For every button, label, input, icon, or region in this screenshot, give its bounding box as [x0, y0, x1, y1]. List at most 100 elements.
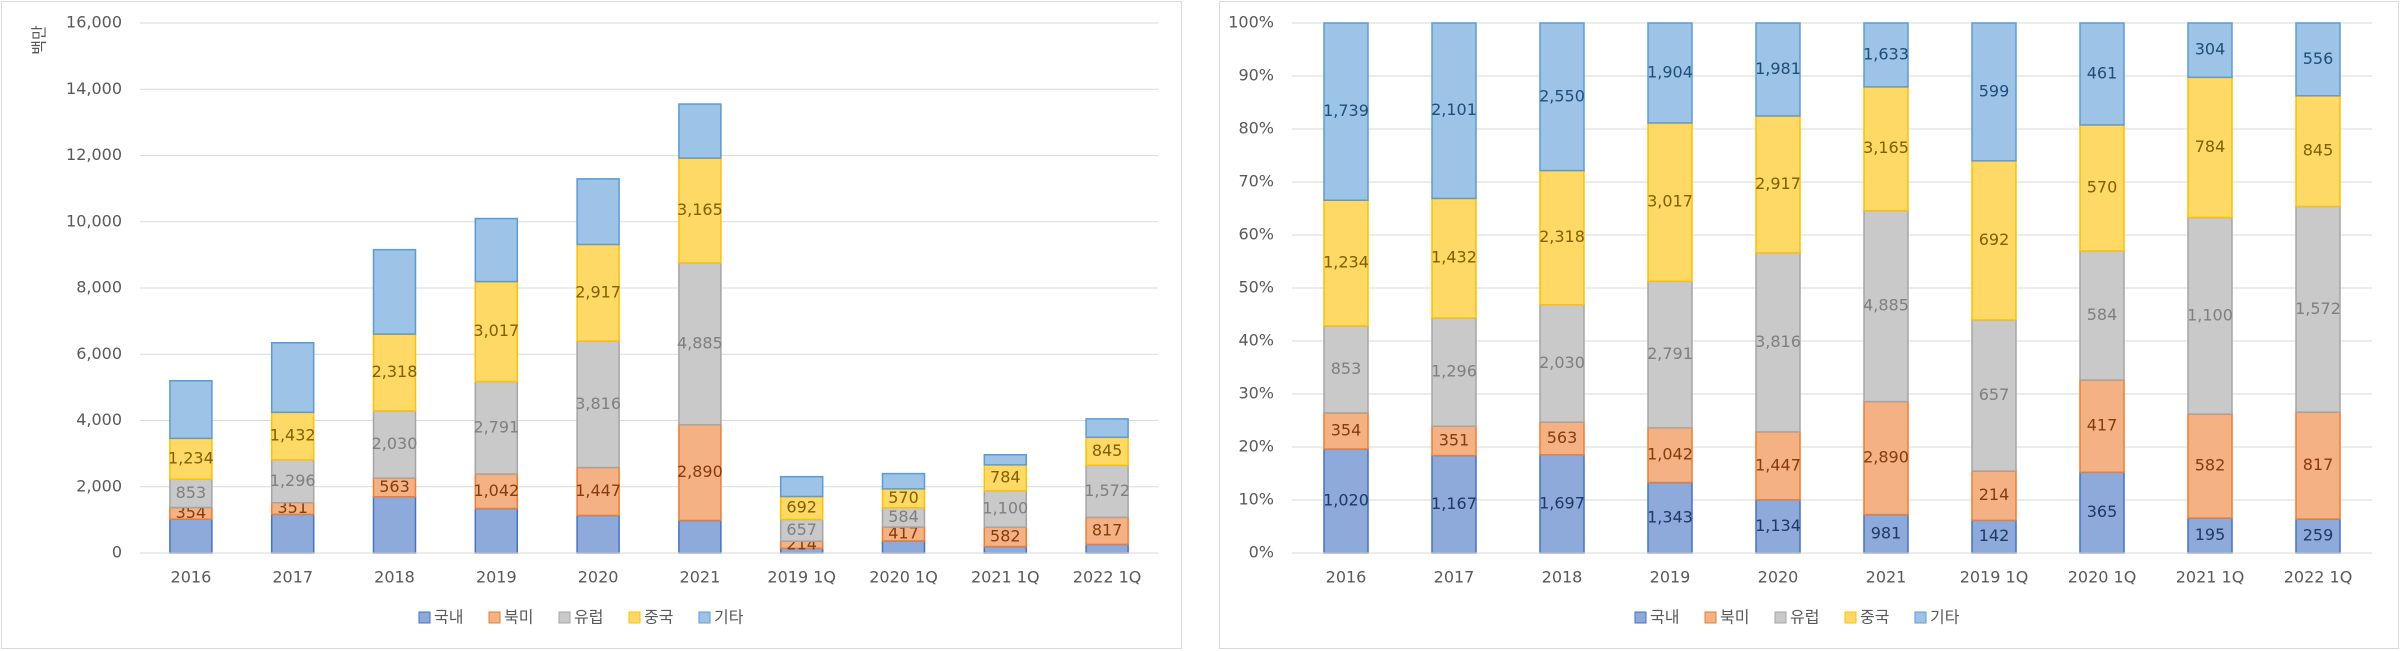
data-label: 214 — [1979, 485, 2010, 504]
legend-swatch — [698, 611, 711, 624]
bar-segment — [1647, 280, 1693, 429]
y-tick-label: 12,000 — [66, 145, 122, 164]
bar-segment — [474, 507, 519, 554]
bar-segment — [1647, 122, 1693, 283]
data-label: 1,296 — [270, 471, 316, 490]
data-label: 2,917 — [575, 282, 621, 301]
data-label: 1,432 — [270, 426, 316, 445]
bar-segment — [1755, 115, 1801, 254]
x-tick-label: 2019 1Q — [767, 568, 836, 587]
x-tick-label: 2018 — [374, 568, 415, 587]
data-label: 556 — [2303, 49, 2334, 68]
data-label: 563 — [379, 477, 410, 496]
bar-segment — [2295, 411, 2341, 520]
bar-segment — [2295, 518, 2341, 554]
data-label: 981 — [1871, 523, 1902, 542]
data-label: 1,633 — [1863, 44, 1909, 63]
bar-segment — [169, 518, 213, 554]
data-label: 3,017 — [1647, 192, 1693, 211]
bar-segment — [1323, 325, 1369, 414]
legend-swatch — [1844, 611, 1857, 624]
data-label: 1,447 — [1755, 455, 1801, 474]
data-label: 259 — [2303, 526, 2334, 545]
legend-label: 유럽 — [574, 608, 603, 627]
legend-label: 중국 — [644, 608, 673, 627]
y-tick-label: 16,000 — [66, 13, 122, 32]
data-label: 2,318 — [372, 362, 418, 381]
data-label: 563 — [1547, 428, 1578, 447]
data-label: 1,234 — [168, 448, 214, 467]
bar-segment — [1431, 22, 1477, 200]
data-label: 3,017 — [473, 321, 519, 340]
bar-segment — [372, 496, 417, 554]
data-label: 1,134 — [1755, 516, 1801, 535]
legend-swatch — [1634, 611, 1647, 624]
data-label: 1,100 — [982, 499, 1028, 518]
y-tick-label: 70% — [1238, 172, 1274, 191]
data-label: 1,572 — [2295, 299, 2341, 318]
data-label: 784 — [990, 467, 1021, 486]
bar-segment — [2079, 250, 2125, 381]
data-label: 1,296 — [1431, 362, 1477, 381]
bar-segment — [1323, 412, 1369, 450]
bar-segment — [881, 540, 926, 554]
bar-segment — [270, 513, 315, 554]
bar-segment — [1971, 319, 2017, 472]
legend-label: 유럽 — [1790, 608, 1819, 627]
data-label: 599 — [1979, 81, 2010, 100]
data-label: 2,890 — [1863, 448, 1909, 467]
bar-segment — [474, 217, 519, 283]
data-label: 582 — [990, 526, 1021, 545]
data-label: 2,791 — [1647, 344, 1693, 363]
data-label: 1,697 — [1539, 493, 1585, 512]
data-label: 845 — [1092, 441, 1123, 460]
bar-segment — [1755, 252, 1801, 433]
data-label: 3,165 — [677, 200, 723, 219]
y-tick-label: 8,000 — [76, 278, 122, 297]
data-label: 1,042 — [1647, 445, 1693, 464]
bar-segment — [1971, 160, 2017, 321]
data-label: 304 — [2195, 40, 2226, 59]
y-tick-label: 14,000 — [66, 79, 122, 98]
data-label: 4,885 — [677, 333, 723, 352]
y-tick-label: 80% — [1238, 119, 1274, 138]
x-tick-label: 2021 1Q — [971, 568, 1040, 587]
legend-label: 북미 — [504, 608, 533, 627]
bar-segment — [1863, 86, 1909, 212]
data-label: 2,890 — [677, 462, 723, 481]
bar-segment — [270, 459, 315, 504]
bar-segment — [1431, 425, 1477, 457]
y-tick-label: 50% — [1238, 278, 1274, 297]
data-label: 2,791 — [473, 417, 519, 436]
data-label: 817 — [1092, 520, 1123, 539]
legend-swatch — [1704, 611, 1717, 624]
bar-segment — [372, 410, 417, 479]
data-label: 2,101 — [1431, 100, 1477, 119]
data-label: 657 — [1979, 385, 2010, 404]
y-tick-label: 40% — [1238, 331, 1274, 350]
data-label: 584 — [888, 507, 919, 526]
data-label: 1,042 — [473, 481, 519, 500]
data-label: 1,343 — [1647, 507, 1693, 526]
chart: 0% 10% 20% 30% 40% 50% 60% 70% 80% 90% 100% 2016 1,0… — [1228, 13, 2372, 627]
data-label: 1,981 — [1755, 59, 1801, 78]
data-label: 570 — [888, 488, 919, 507]
legend-swatch — [418, 611, 431, 624]
bar-segment — [1539, 303, 1585, 423]
bar-segment — [2295, 205, 2341, 413]
data-label: 417 — [2087, 416, 2118, 435]
data-label: 351 — [1439, 430, 1470, 449]
bar-segment — [1323, 22, 1369, 201]
data-label: 2,917 — [1755, 174, 1801, 193]
data-label: 853 — [1331, 359, 1362, 378]
data-label: 1,100 — [2187, 305, 2233, 324]
data-label: 1,572 — [1084, 481, 1130, 500]
data-label: 417 — [888, 524, 919, 543]
y-tick-label: 6,000 — [76, 344, 122, 363]
bar-segment — [2079, 22, 2125, 126]
data-label: 195 — [2195, 525, 2226, 544]
legend-label: 국내 — [434, 608, 463, 627]
data-label: 2,550 — [1539, 86, 1585, 105]
y-tick-label: 4,000 — [76, 410, 122, 429]
data-label: 570 — [2087, 177, 2118, 196]
